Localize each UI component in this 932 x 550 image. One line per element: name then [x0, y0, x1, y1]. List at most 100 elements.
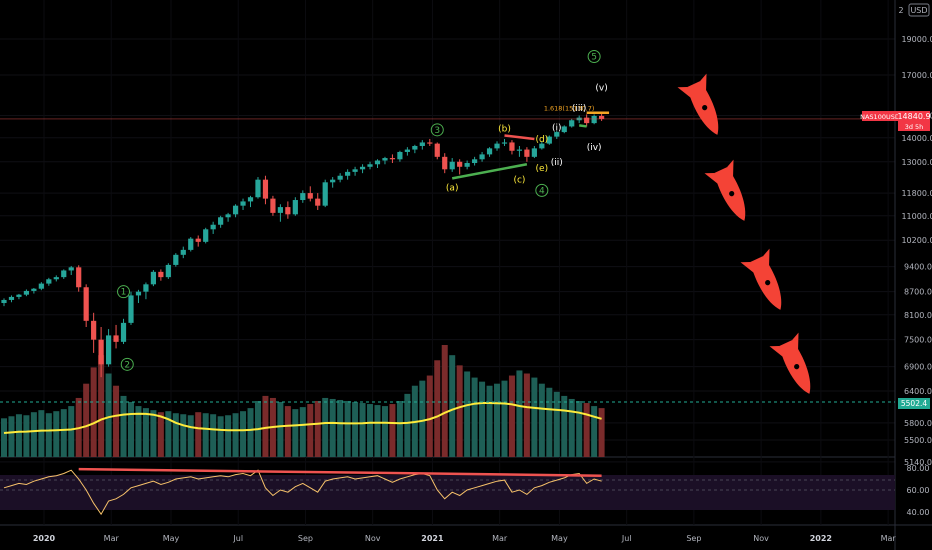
- candle-body: [516, 149, 523, 151]
- candle-body: [486, 148, 493, 155]
- rsi-pane: 80.00 60.00 40.00: [0, 464, 929, 517]
- candle-body: [61, 270, 67, 278]
- candle-body: [434, 143, 440, 157]
- volume-bar: [404, 393, 411, 457]
- symbol-badge[interactable]: NAS100USD 14840.9 3d 5h: [860, 111, 931, 131]
- candle-body: [389, 158, 396, 160]
- candle-body: [128, 295, 134, 323]
- volume-bar: [322, 397, 329, 457]
- symbol-badge-price: 14840.9: [897, 112, 930, 121]
- candle-body: [479, 154, 485, 160]
- candle-body: [143, 284, 149, 292]
- volume-bar: [591, 406, 598, 457]
- candle-body: [599, 115, 605, 119]
- rocket-fin-right: [677, 87, 694, 100]
- candle-body: [524, 149, 530, 157]
- volume-bar: [553, 391, 560, 457]
- rocket-fin-left: [727, 159, 734, 180]
- volume-bar: [150, 410, 157, 457]
- volume-bar: [456, 365, 463, 457]
- candle-body: [494, 143, 500, 149]
- rocket-fin-left: [792, 332, 799, 353]
- candle-body: [292, 200, 298, 215]
- time-tick-label: 2022: [810, 534, 832, 543]
- rocket-icon: [769, 332, 811, 394]
- candle-body: [210, 224, 216, 230]
- candle-body: [277, 207, 283, 213]
- overlays: 1.618(15130.7) 1 2 3 4 5 (a) (b) (c) (d) (e) (i) (ii…: [0, 50, 895, 371]
- wave-label: (v): [595, 84, 607, 94]
- volume-bar: [120, 395, 127, 457]
- wave-label: (a): [446, 184, 459, 194]
- wave-label: 1: [121, 288, 127, 298]
- candle-body: [330, 179, 336, 183]
- wave-label: 4: [539, 186, 545, 196]
- price-tick-label: 8700.0: [904, 288, 932, 297]
- volume-bar: [113, 385, 120, 457]
- candle-body: [464, 163, 470, 167]
- candle-body: [195, 238, 201, 242]
- volume-bar: [23, 415, 30, 457]
- candle-body: [98, 339, 104, 365]
- price-tick-label: 11000.0: [901, 212, 932, 221]
- price-tick-label: 19000.0: [901, 35, 932, 44]
- volume-bar: [15, 414, 22, 457]
- volume-bars: [0, 345, 895, 457]
- volume-bar: [583, 403, 590, 457]
- rocket-fin-right: [769, 346, 786, 359]
- volume-bar: [479, 381, 486, 457]
- volume-bar: [277, 402, 284, 457]
- candle-body: [591, 115, 597, 124]
- volume-ma-value: 5502.4: [901, 399, 927, 408]
- candle-body: [232, 205, 239, 215]
- wave-label: (iii): [572, 104, 587, 114]
- candle-body: [412, 145, 418, 150]
- rsi-tick-label: 80.00: [907, 464, 930, 473]
- candle-body: [173, 254, 179, 265]
- rocket-window: [794, 364, 800, 370]
- price-tick-label: 9400.0: [904, 263, 932, 272]
- candle-body: [68, 267, 74, 271]
- candle-body: [113, 335, 119, 342]
- time-tick-label: Nov: [365, 534, 381, 543]
- time-tick-label: May: [551, 534, 568, 543]
- volume-bar: [68, 406, 75, 457]
- volume-bar: [419, 380, 426, 457]
- volume-bar: [105, 373, 112, 457]
- time-axis: 2020 Mar May Jul Sep Nov 2021 Mar May Jul Sep Nov 20…: [33, 534, 897, 543]
- candle-body: [31, 288, 37, 291]
- rsi-line: [3, 469, 602, 516]
- volume-bar: [83, 383, 90, 457]
- rocket-window: [765, 280, 771, 286]
- volume-bar: [90, 367, 97, 457]
- wave-label: (i): [552, 124, 562, 134]
- candle-body: [158, 271, 164, 278]
- time-tick-label: 2020: [33, 534, 56, 543]
- volume-bar: [8, 416, 15, 457]
- candle-body: [374, 160, 381, 165]
- price-tick-label: 13000.0: [901, 158, 932, 167]
- volume-bar: [561, 395, 568, 457]
- volume-bar: [486, 385, 493, 457]
- price-tick-label: 17000.0: [901, 71, 932, 80]
- price-tick-label: 6400.0: [904, 387, 932, 396]
- currency-label[interactable]: USD: [908, 3, 930, 17]
- rocket-fin-left: [700, 73, 707, 94]
- wave-label: 2: [124, 360, 130, 370]
- wave-label: 3: [434, 126, 440, 136]
- volume-bar: [389, 404, 396, 457]
- candle-body: [240, 201, 246, 206]
- rockets: [677, 73, 811, 394]
- candle-body: [135, 291, 142, 296]
- trendline-red-upper: [504, 134, 535, 141]
- volume-bar: [284, 406, 291, 457]
- volume-bar: [434, 360, 441, 457]
- volume-ma-badge: 5502.4: [898, 398, 930, 409]
- time-tick-label: 2021: [421, 534, 444, 543]
- candle-body: [449, 161, 455, 170]
- candle-body: [46, 279, 52, 284]
- candle-body: [247, 197, 254, 202]
- time-tick-label: Mar: [492, 534, 508, 543]
- time-tick-label: Nov: [753, 534, 769, 543]
